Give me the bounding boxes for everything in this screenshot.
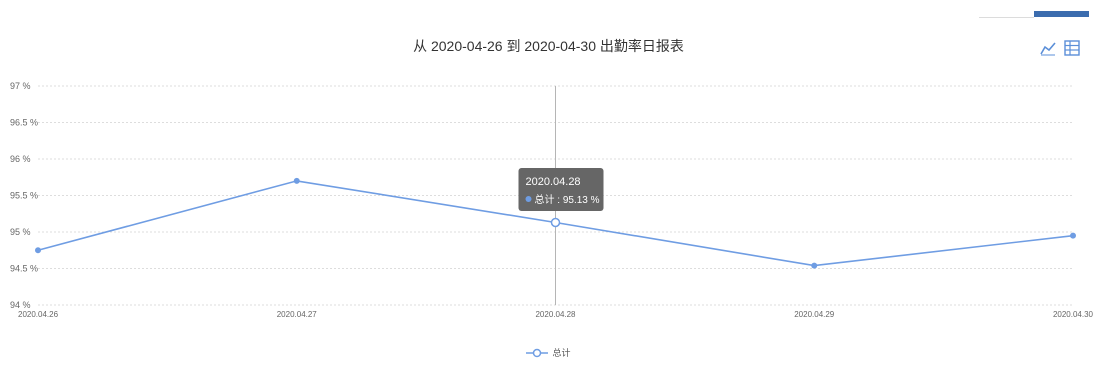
tooltip-marker-icon	[525, 196, 532, 202]
tooltip: 2020.04.28 总计 : 95.13 %	[518, 168, 604, 211]
data-point[interactable]	[293, 177, 300, 184]
y-tick-label: 96.5 %	[10, 118, 38, 128]
chart-toolbox	[1040, 40, 1080, 56]
x-tick-label: 2020.04.30	[1053, 310, 1094, 319]
x-tick-label: 2020.04.27	[277, 310, 318, 319]
y-tick-label: 97 %	[10, 81, 31, 91]
x-tick-label: 2020.04.29	[794, 310, 835, 319]
y-tick-label: 94 %	[10, 300, 31, 310]
top-input-field[interactable]	[979, 0, 1034, 18]
data-point[interactable]	[35, 247, 41, 254]
y-tick-label: 95 %	[10, 227, 31, 237]
chart-legend[interactable]: 总计	[0, 346, 1097, 359]
data-point[interactable]	[811, 262, 818, 269]
y-tick-label: 96 %	[10, 154, 31, 164]
tooltip-value: 总计 : 95.13 %	[535, 193, 600, 206]
data-point[interactable]	[1070, 232, 1076, 239]
x-tick-label: 2020.04.28	[535, 310, 576, 319]
chart-title: 从 2020-04-26 到 2020-04-30 出勤率日报表	[413, 38, 684, 54]
tooltip-box	[518, 168, 604, 211]
data-point[interactable]	[550, 217, 561, 228]
data-view-icon[interactable]	[1064, 40, 1080, 56]
top-accent-bar	[1034, 11, 1089, 17]
tooltip-date: 2020.04.28	[526, 176, 581, 188]
legend-line-marker-icon	[526, 348, 549, 357]
legend-label: 总计	[552, 348, 571, 358]
y-tick-label: 95.5 %	[10, 191, 38, 201]
x-tick-label: 2020.04.26	[18, 310, 59, 319]
line-chart-icon[interactable]	[1040, 40, 1056, 56]
y-tick-label: 94.5 %	[10, 264, 38, 274]
